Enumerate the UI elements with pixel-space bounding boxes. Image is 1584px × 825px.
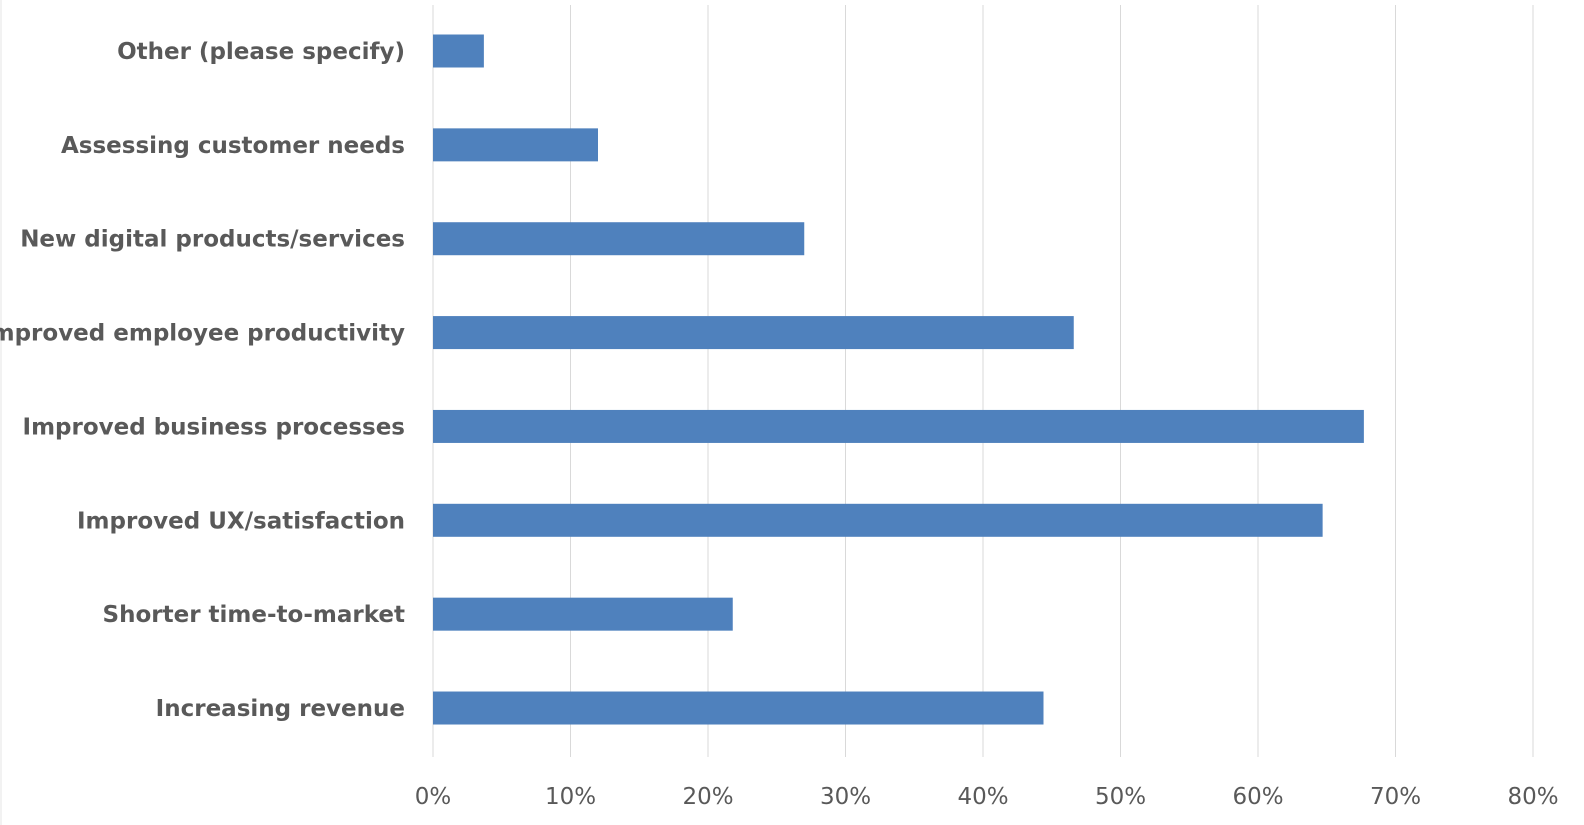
bar-7 bbox=[433, 691, 1044, 725]
category-label-4: Improved business processes bbox=[23, 414, 405, 440]
bar-2 bbox=[433, 222, 805, 256]
bar-5 bbox=[433, 503, 1323, 537]
category-label-5: Improved UX/satisfaction bbox=[77, 508, 405, 534]
x-tick-label-7: 70% bbox=[1370, 784, 1421, 810]
category-label-6: Shorter time-to-market bbox=[103, 602, 405, 628]
category-label-3: Improved employee productivity bbox=[0, 321, 405, 347]
x-tick-label-0: 0% bbox=[415, 784, 452, 810]
x-tick-label-4: 40% bbox=[957, 784, 1008, 810]
category-label-0: Other (please specify) bbox=[117, 39, 405, 65]
x-axis-tick-labels: 0% 10% 20% 30% 40% 50% 60% 70% 80% bbox=[415, 784, 1559, 810]
category-label-2: New digital products/services bbox=[20, 227, 405, 253]
x-tick-label-2: 20% bbox=[682, 784, 733, 810]
bar-0 bbox=[433, 34, 484, 68]
category-label-1: Assessing customer needs bbox=[61, 133, 405, 159]
x-tick-label-5: 50% bbox=[1095, 784, 1146, 810]
x-tick-label-6: 60% bbox=[1232, 784, 1283, 810]
x-tick-label-1: 10% bbox=[545, 784, 596, 810]
category-label-7: Increasing revenue bbox=[156, 696, 405, 722]
bar-6 bbox=[433, 597, 733, 631]
bar-1 bbox=[433, 128, 598, 162]
gridlines bbox=[432, 5, 1534, 757]
bar-3 bbox=[433, 316, 1074, 350]
category-labels: Other (please specify) Assessing customer… bbox=[0, 39, 405, 722]
x-tick-label-8: 80% bbox=[1507, 784, 1558, 810]
bars bbox=[433, 34, 1364, 725]
x-tick-label-3: 30% bbox=[820, 784, 871, 810]
bar-4 bbox=[433, 409, 1364, 443]
